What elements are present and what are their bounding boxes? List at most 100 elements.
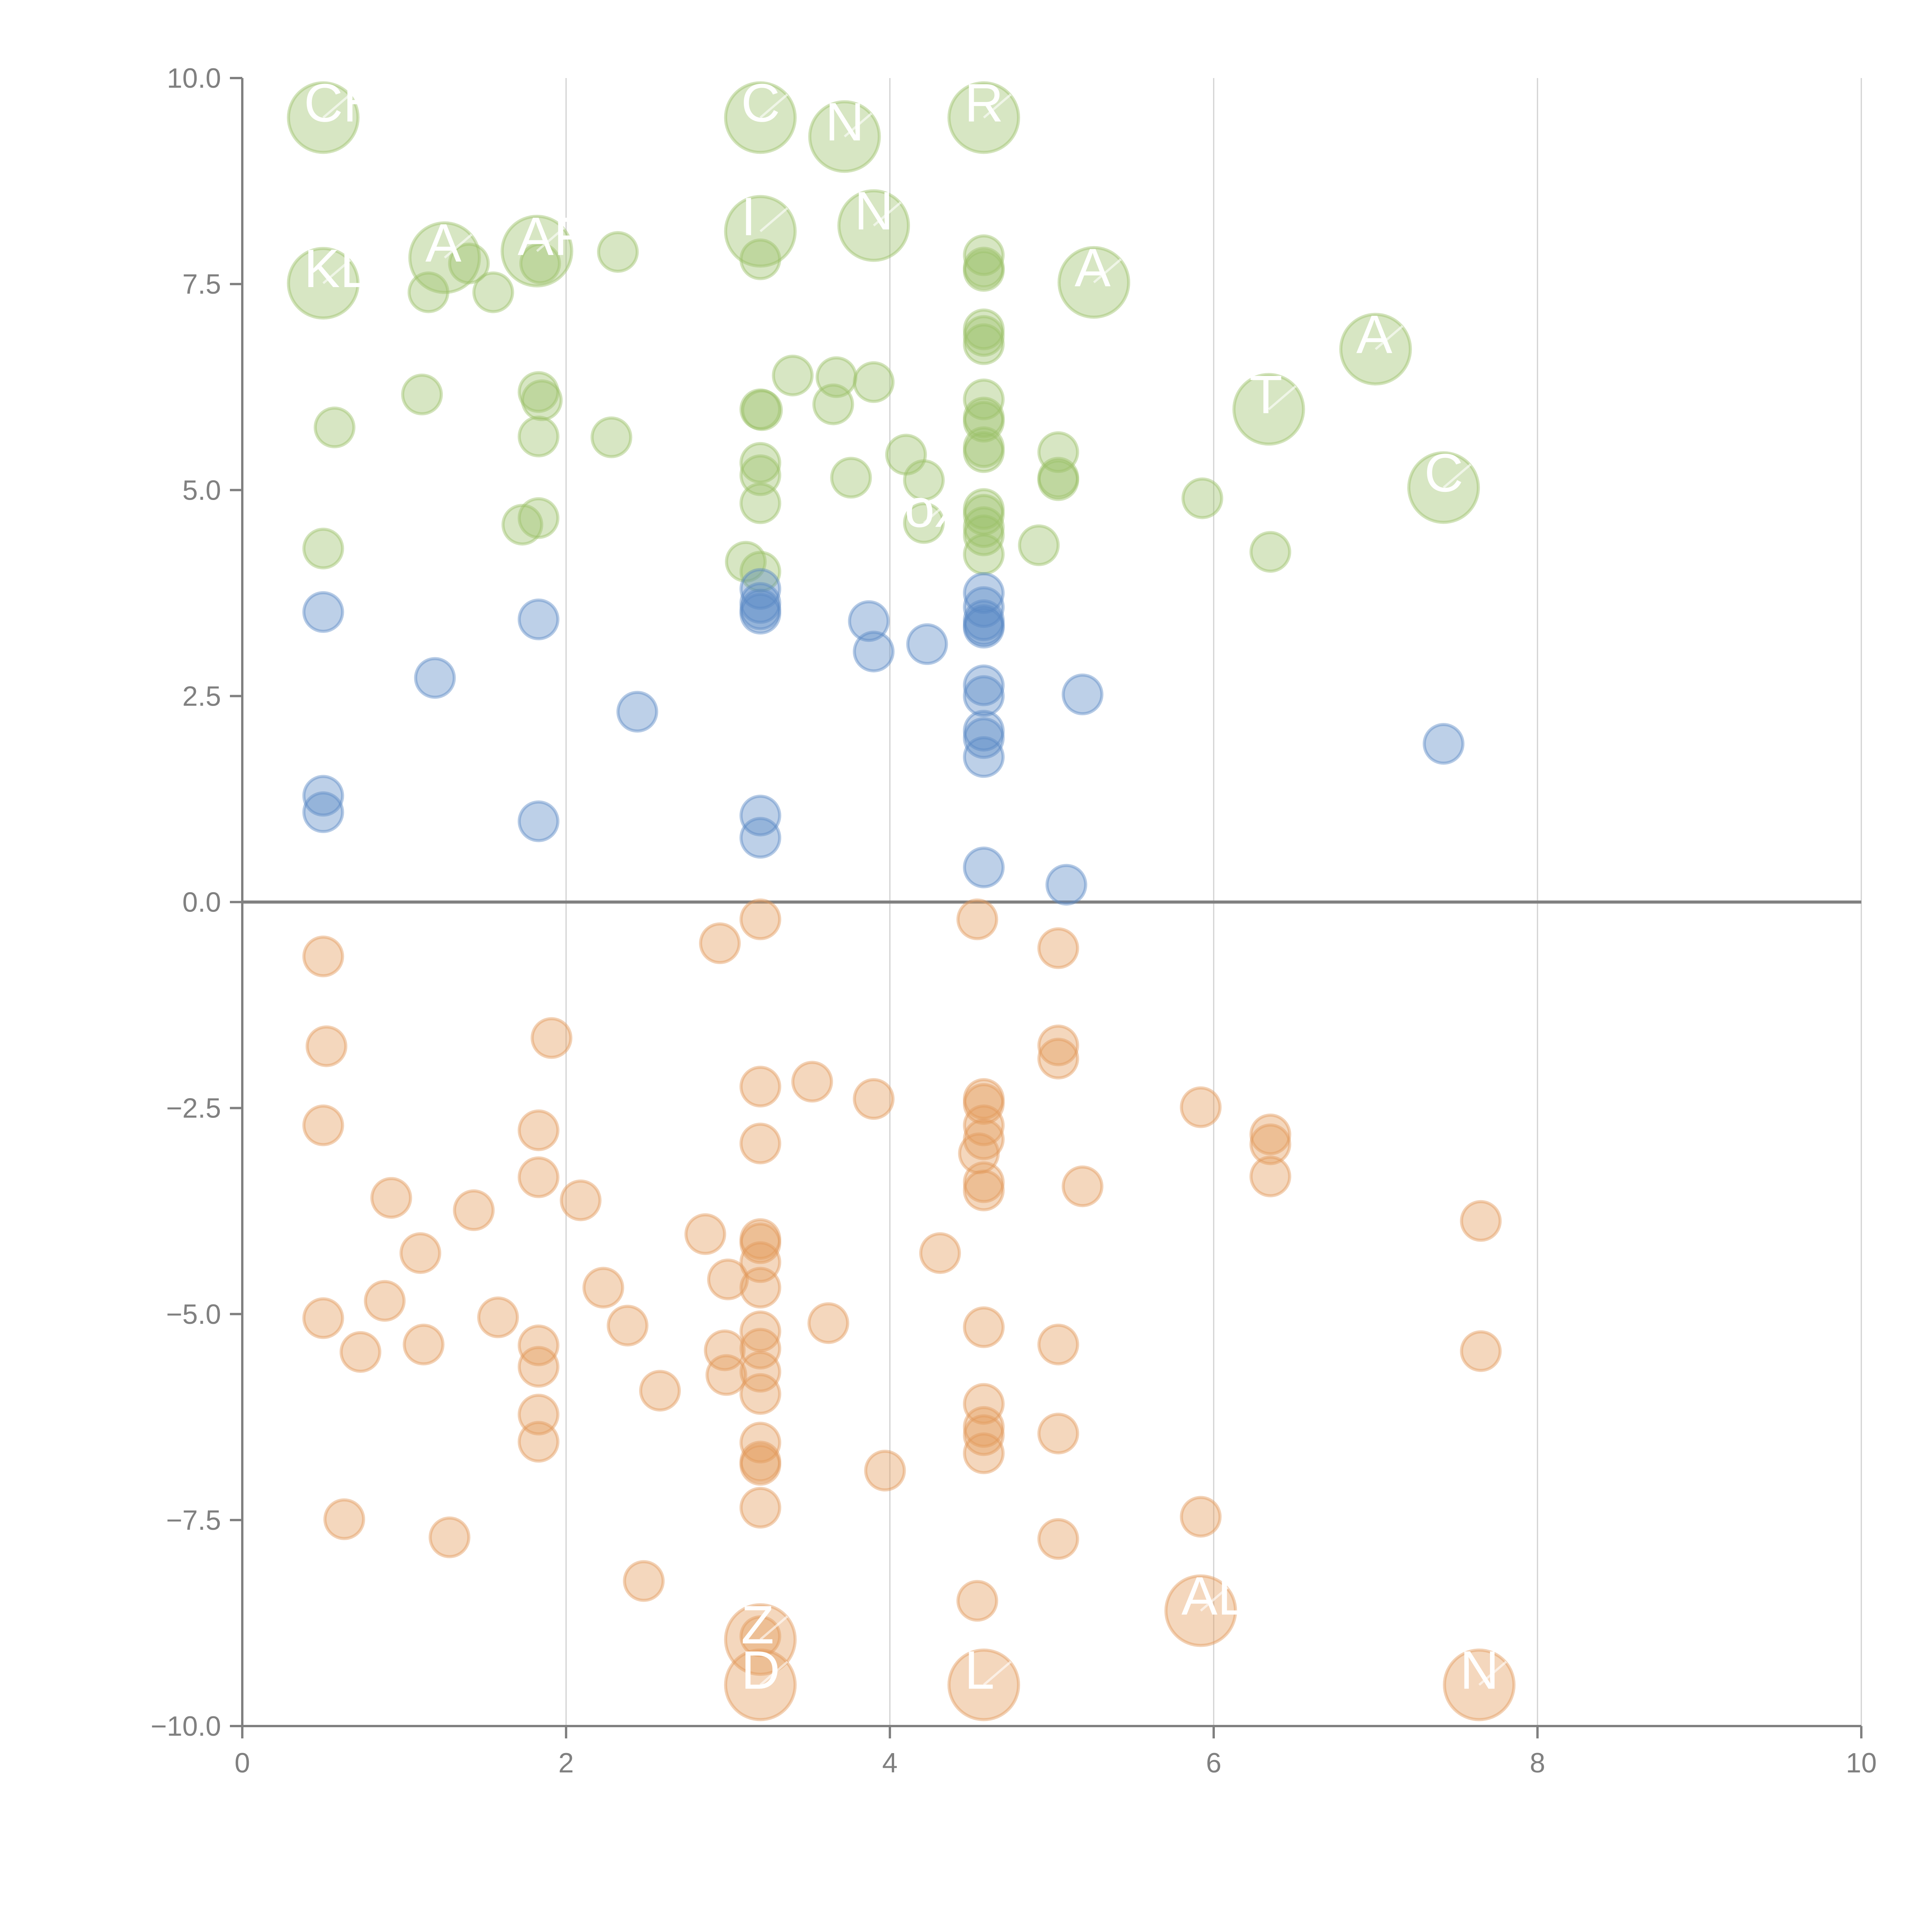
data-point-orange — [963, 1306, 1005, 1348]
data-point-green — [1249, 531, 1291, 573]
data-point-green — [313, 406, 355, 449]
y-tick-label: −2.5 — [166, 1093, 221, 1124]
data-point-orange — [1037, 1024, 1079, 1066]
data-point-orange — [739, 1486, 781, 1529]
data-point-blue — [963, 717, 1005, 759]
data-point-orange — [739, 1310, 781, 1352]
data-point-green — [407, 271, 449, 313]
x-tick-label: 10 — [1846, 1748, 1877, 1779]
data-point-blue — [517, 599, 560, 641]
data-point-blue — [302, 775, 344, 817]
x-tick-label: 4 — [882, 1748, 898, 1779]
data-point-orange — [399, 1232, 441, 1274]
data-point-orange — [1037, 1412, 1079, 1454]
data-point-green — [597, 231, 639, 273]
data-point-green — [812, 383, 854, 425]
data-point-green — [1037, 459, 1079, 501]
data-point-orange — [364, 1280, 406, 1322]
data-point-green — [830, 457, 872, 499]
data-point-blue — [302, 591, 344, 633]
y-tick-label: −7.5 — [166, 1505, 221, 1536]
data-point-green — [963, 401, 1005, 443]
label-leader-line — [322, 94, 351, 119]
data-point-orange — [339, 1331, 381, 1373]
label-leader-line — [1443, 463, 1471, 489]
label-leader-line — [844, 112, 872, 138]
point-label: C — [1424, 442, 1463, 503]
data-point-orange — [739, 1615, 781, 1657]
point-label: N — [825, 91, 864, 152]
data-point-orange — [477, 1296, 519, 1338]
data-point-blue — [414, 657, 456, 699]
data-point-blue — [739, 588, 781, 631]
point-label: T — [1249, 364, 1282, 425]
data-point-blue — [853, 631, 895, 673]
data-point-blue — [963, 846, 1005, 888]
data-point-green — [963, 506, 1005, 548]
data-point-orange — [1249, 1123, 1291, 1165]
data-point-orange — [517, 1393, 560, 1435]
data-point-green — [501, 503, 543, 546]
data-point-orange — [963, 1414, 1005, 1456]
data-point-blue — [517, 800, 560, 842]
data-point-orange — [323, 1498, 365, 1540]
data-point-green — [517, 371, 560, 413]
data-point-blue — [739, 568, 781, 610]
data-point-blue — [963, 736, 1005, 778]
data-point-orange — [956, 1580, 998, 1622]
data-point-green — [448, 242, 490, 284]
data-point-orange — [302, 935, 344, 978]
data-point-green — [963, 514, 1005, 556]
data-point-orange — [302, 1104, 344, 1146]
data-point-orange — [639, 1370, 681, 1412]
data-point-orange — [739, 1267, 781, 1309]
data-point-orange — [1037, 927, 1079, 969]
data-point-orange — [531, 1017, 573, 1059]
data-point-green — [772, 354, 814, 396]
y-tick-label: 10.0 — [167, 63, 221, 94]
data-point-green — [519, 242, 561, 284]
data-point-green — [963, 323, 1005, 365]
data-point-green — [963, 308, 1005, 350]
y-tick-label: 5.0 — [182, 475, 221, 506]
data-point-orange — [864, 1449, 906, 1492]
data-point-orange — [429, 1516, 471, 1558]
data-point-green — [1037, 431, 1079, 473]
data-point-orange — [1460, 1200, 1502, 1242]
data-point-blue — [739, 593, 781, 635]
data-point-green — [963, 315, 1005, 357]
x-tick-label: 6 — [1206, 1748, 1221, 1779]
data-point-green — [472, 271, 514, 313]
data-point-green — [963, 378, 1005, 420]
data-point-orange — [453, 1189, 495, 1231]
label-leader-line — [444, 233, 473, 259]
data-point-orange — [1180, 1496, 1222, 1538]
data-point-blue — [963, 607, 1005, 649]
data-point-orange — [1037, 1037, 1079, 1080]
data-point-blue — [963, 599, 1005, 641]
data-point-orange — [699, 922, 741, 964]
data-point-green — [517, 415, 560, 457]
data-point-orange — [517, 1324, 560, 1366]
point-label: CH — [304, 72, 382, 133]
data-point-orange — [739, 1373, 781, 1415]
data-point-orange — [739, 898, 781, 940]
data-point-green — [590, 416, 633, 458]
data-point-orange — [739, 1328, 781, 1370]
label-leader-line — [759, 207, 788, 232]
data-point-orange — [517, 1346, 560, 1388]
point-label: AL — [1181, 1565, 1247, 1626]
data-point-orange — [684, 1213, 726, 1255]
data-point-blue — [963, 572, 1005, 614]
data-point-orange — [517, 1156, 560, 1198]
y-tick-label: 7.5 — [182, 269, 221, 300]
data-point-orange — [739, 1241, 781, 1283]
data-point-green — [302, 527, 344, 570]
label-leader-line — [1268, 385, 1297, 410]
data-point-green — [739, 482, 781, 524]
label-leader-line — [759, 94, 788, 119]
data-point-orange — [807, 1302, 849, 1344]
data-point-orange — [956, 898, 998, 940]
